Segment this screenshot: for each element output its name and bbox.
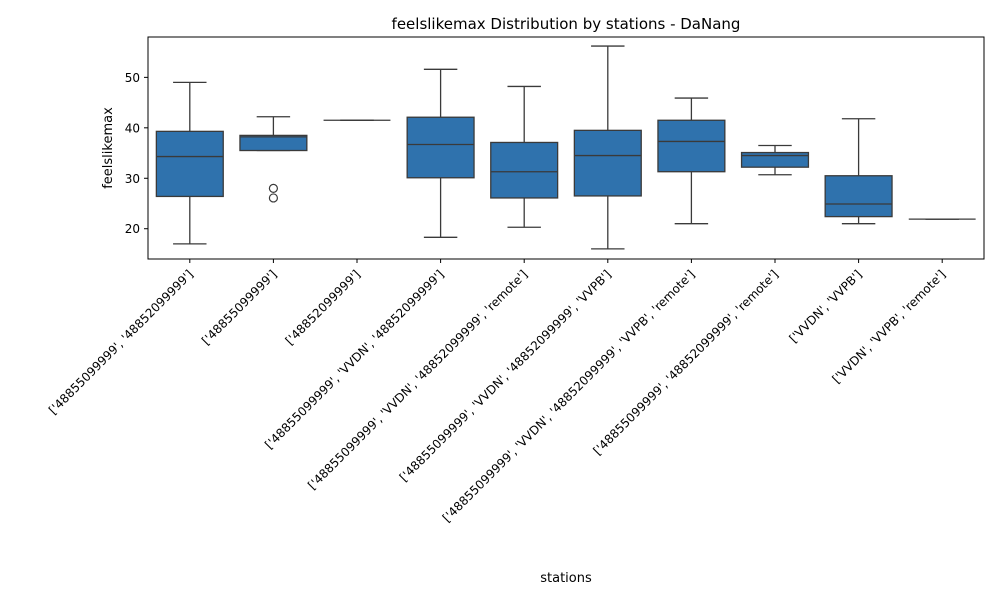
box-group <box>824 118 893 225</box>
y-tick-label: 20 <box>125 222 140 236</box>
x-tick-label: ['VVDN', 'VVPB'] <box>786 267 864 345</box>
y-tick-label: 40 <box>125 121 140 135</box>
iqr-box <box>657 119 726 173</box>
chart-title: feelslikemax Distribution by stations - … <box>392 15 741 33</box>
box-group <box>490 85 559 228</box>
box-group <box>573 45 642 250</box>
plot-area <box>155 45 976 250</box>
box-group <box>657 97 726 225</box>
x-tick-label: ['48855099999', 'VVDN', '48852099999'] <box>262 267 447 452</box>
x-axis: ['48855099999', '48852099999'] ['48855099… <box>46 259 948 525</box>
iqr-box <box>155 130 224 198</box>
y-tick-label: 30 <box>125 172 140 186</box>
iqr-box <box>573 129 642 197</box>
x-axis-label: stations <box>540 571 592 586</box>
x-tick-label: ['48852099999'] <box>283 267 364 348</box>
iqr-box <box>406 116 475 179</box>
axes-frame <box>147 36 985 260</box>
outlier-point <box>268 183 278 193</box>
x-tick-label: ['48855099999'] <box>199 267 280 348</box>
iqr-box <box>239 134 308 152</box>
box-group <box>239 116 308 203</box>
y-tick-label: 50 <box>125 71 140 85</box>
iqr-box <box>740 151 810 168</box>
box-group <box>406 68 475 238</box>
box-group <box>740 144 810 176</box>
iqr-box <box>824 175 893 218</box>
x-tick-label: ['48855099999', '48852099999', 'remote'] <box>591 267 782 458</box>
y-axis-label: feelslikemax <box>101 107 116 189</box>
x-tick-label: ['48855099999', '48852099999'] <box>46 267 196 417</box>
box-group <box>155 81 224 245</box>
y-axis: 20 30 40 50 <box>125 71 148 236</box>
iqr-box <box>490 141 559 199</box>
outlier-point <box>268 193 278 203</box>
